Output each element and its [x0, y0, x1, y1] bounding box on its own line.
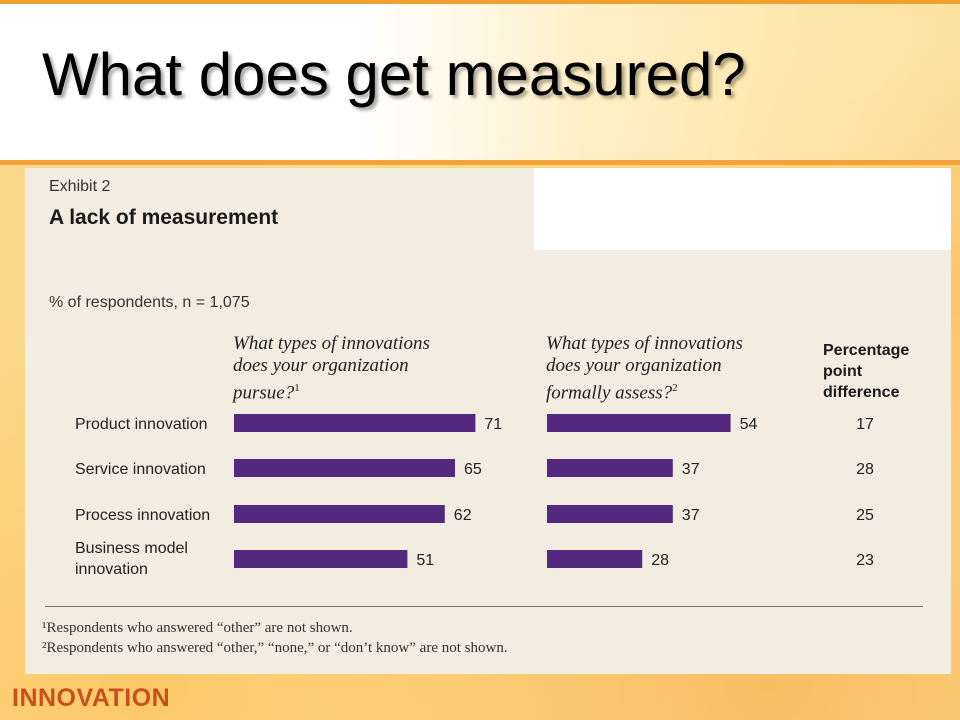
exhibit-label: Exhibit 2 [49, 178, 111, 195]
assess-bar [547, 414, 731, 432]
footnote-2: ²Respondents who answered “other,” “none… [42, 640, 508, 656]
exhibit-title: A lack of measurement [49, 206, 279, 229]
assess-value-label: 28 [651, 552, 669, 569]
pursue-bar [234, 505, 445, 523]
footnote-1: ¹Respondents who answered “other” are no… [42, 620, 353, 636]
bar-chart: Product innovation 71 54 17 Service innovati… [75, 414, 874, 578]
top-accent-strip [0, 0, 960, 4]
exhibit-panel: Exhibit 2 A lack of measurement % of res… [25, 168, 951, 674]
pursue-bar [234, 459, 455, 477]
difference-value: 23 [856, 552, 874, 569]
footnote-marker-2: 2 [672, 382, 678, 394]
blank-white-box [534, 168, 951, 250]
pursue-heading-line-2: does your organization [233, 355, 409, 376]
assess-value-label: 37 [682, 461, 700, 478]
pursue-heading-line-1: What types of innovations [233, 333, 430, 354]
difference-value: 25 [856, 507, 874, 524]
pursue-column-heading: What types of innovations does your orga… [233, 333, 430, 404]
difference-heading-line-3: difference [823, 384, 900, 401]
category-label: Process innovation [75, 507, 210, 524]
category-label: Product innovation [75, 416, 208, 433]
pursue-heading-line-3: pursue?1 [233, 382, 300, 404]
difference-heading-line-1: Percentage [823, 342, 910, 359]
pursue-bar [234, 550, 408, 568]
difference-column-heading: Percentage point difference [823, 340, 909, 403]
assess-value-label: 37 [682, 507, 700, 524]
title-band [0, 4, 960, 160]
brand-wordmark: INNOVATION [12, 684, 171, 712]
category-label: Business model innovation [75, 540, 188, 578]
slide-title: What does get measured? [42, 41, 746, 108]
pursue-value-label: 71 [484, 416, 502, 433]
pursue-value-label: 62 [454, 507, 472, 524]
assess-heading-line-3: formally assess?2 [546, 382, 678, 404]
footnote-divider [45, 606, 923, 607]
assess-bar [547, 550, 643, 568]
pursue-bar [234, 414, 476, 432]
category-label: Service innovation [75, 461, 206, 478]
assess-value-label: 54 [740, 416, 758, 433]
pursue-value-label: 51 [416, 552, 434, 569]
assess-column-heading: What types of innovations does your orga… [546, 333, 743, 404]
respondents-note: % of respondents, n = 1,075 [49, 294, 250, 311]
difference-value: 28 [856, 461, 874, 478]
difference-heading-line-2: point [823, 363, 863, 380]
assess-heading-line-2: does your organization [546, 355, 722, 376]
pursue-value-label: 65 [464, 461, 482, 478]
assess-heading-line-1: What types of innovations [546, 333, 743, 354]
footnote-marker-1: 1 [294, 382, 300, 394]
assess-bar [547, 459, 673, 477]
difference-value: 17 [856, 416, 874, 433]
assess-bar [547, 505, 673, 523]
title-underline [0, 160, 960, 165]
